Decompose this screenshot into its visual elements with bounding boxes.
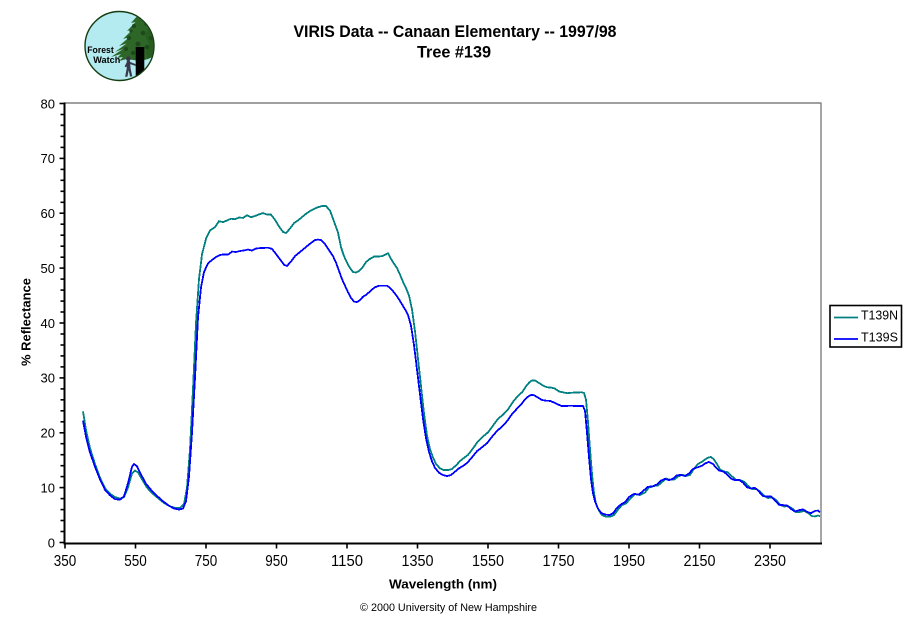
svg-text:10: 10 <box>41 480 55 495</box>
svg-text:1350: 1350 <box>402 553 434 570</box>
svg-text:40: 40 <box>41 316 55 331</box>
svg-text:70: 70 <box>41 151 55 166</box>
svg-text:950: 950 <box>265 553 288 570</box>
svg-text:1550: 1550 <box>472 553 504 570</box>
svg-text:550: 550 <box>124 553 147 570</box>
svg-text:1150: 1150 <box>331 553 363 570</box>
svg-text:0: 0 <box>48 535 55 550</box>
svg-text:750: 750 <box>195 553 218 570</box>
svg-text:50: 50 <box>41 261 55 276</box>
svg-text:60: 60 <box>41 206 55 221</box>
svg-text:80: 80 <box>41 96 55 111</box>
svg-text:Watch: Watch <box>93 55 120 66</box>
svg-text:VIRIS Data -- Canaan Elementar: VIRIS Data -- Canaan Elementary -- 1997/… <box>294 22 617 41</box>
svg-text:Forest: Forest <box>87 45 114 56</box>
svg-text:30: 30 <box>41 371 55 386</box>
svg-text:1950: 1950 <box>613 553 645 570</box>
svg-text:© 2000 University of New Hamps: © 2000 University of New Hampshire <box>360 602 537 614</box>
svg-text:T139N: T139N <box>861 309 898 323</box>
svg-text:350: 350 <box>54 553 77 570</box>
svg-text:2150: 2150 <box>684 553 716 570</box>
svg-text:2350: 2350 <box>754 553 786 570</box>
svg-text:1750: 1750 <box>543 553 575 570</box>
svg-text:20: 20 <box>41 426 55 441</box>
svg-text:Tree #139: Tree #139 <box>417 43 491 62</box>
svg-text:T139S: T139S <box>861 330 898 344</box>
svg-text:% Reflectance: % Reflectance <box>19 278 34 366</box>
svg-text:Wavelength (nm): Wavelength (nm) <box>389 577 497 592</box>
